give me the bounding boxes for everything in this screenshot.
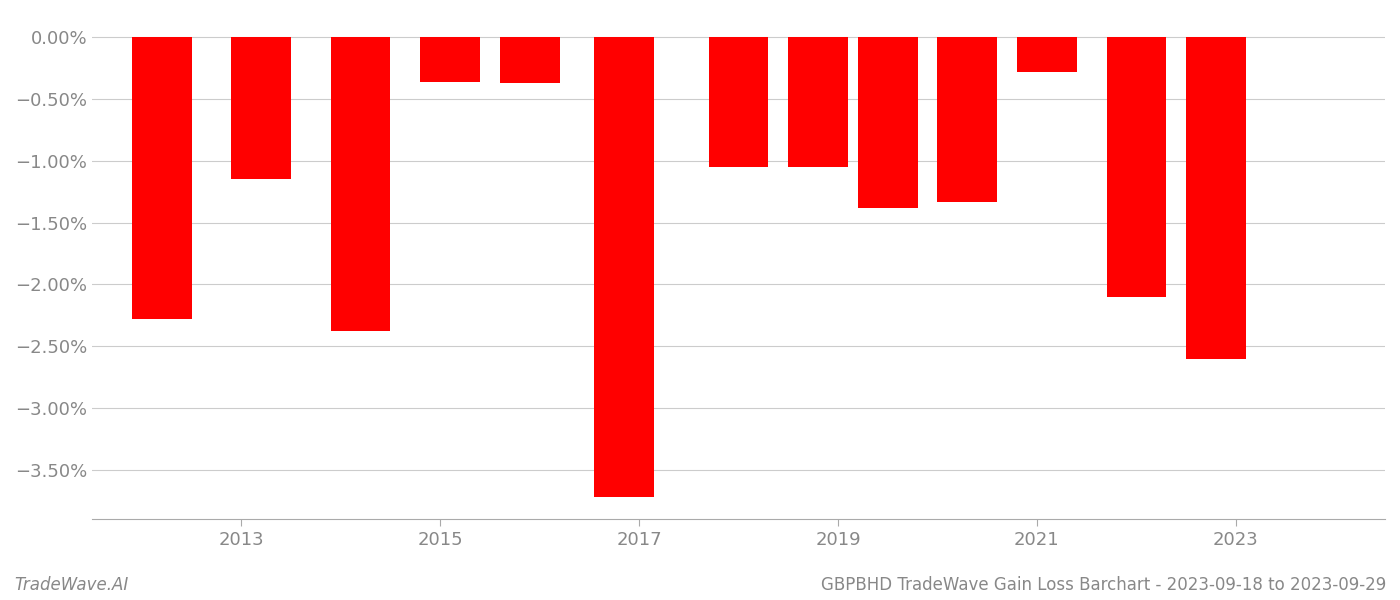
Bar [938, 37, 997, 202]
Bar [1106, 37, 1166, 297]
Bar [595, 37, 654, 497]
Bar [1186, 37, 1246, 359]
Bar [708, 37, 769, 167]
Bar [1016, 37, 1077, 72]
Bar [330, 37, 391, 331]
Bar [500, 37, 560, 83]
Bar [132, 37, 192, 319]
Text: GBPBHD TradeWave Gain Loss Barchart - 2023-09-18 to 2023-09-29: GBPBHD TradeWave Gain Loss Barchart - 20… [820, 576, 1386, 594]
Bar [420, 37, 480, 82]
Text: TradeWave.AI: TradeWave.AI [14, 576, 129, 594]
Bar [788, 37, 848, 167]
Bar [858, 37, 917, 208]
Bar [231, 37, 291, 179]
